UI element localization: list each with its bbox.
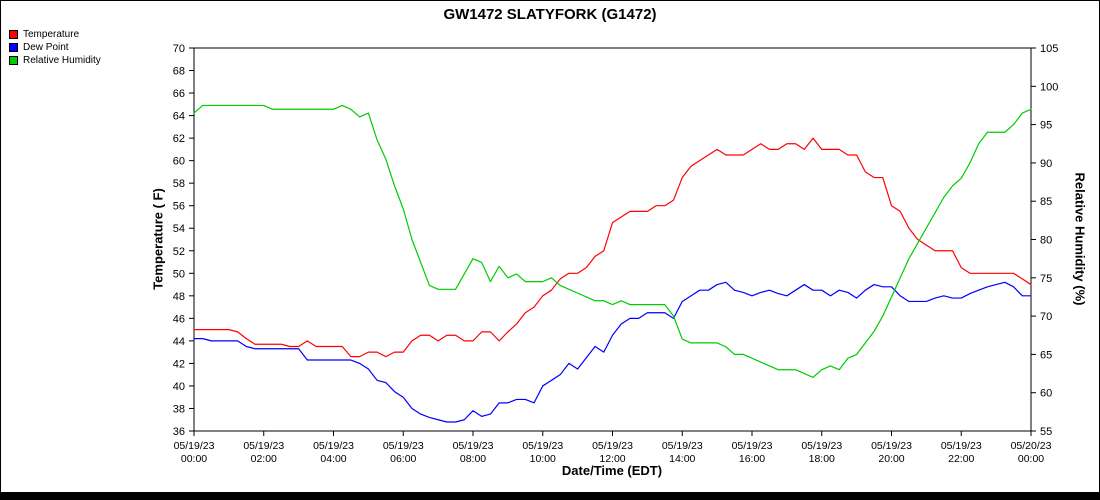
svg-text:05/19/23: 05/19/23 [801, 440, 842, 452]
svg-text:05/19/23: 05/19/23 [941, 440, 982, 452]
svg-text:70: 70 [173, 43, 185, 55]
legend-label-relative-humidity: Relative Humidity [23, 55, 101, 66]
svg-text:54: 54 [173, 223, 185, 235]
svg-text:05/20/23: 05/20/23 [1011, 440, 1052, 452]
svg-text:80: 80 [1040, 235, 1052, 247]
svg-text:05/19/23: 05/19/23 [732, 440, 773, 452]
x-axis-label: Date/Time (EDT) [561, 463, 663, 478]
legend-swatch-temperature [9, 30, 18, 39]
chart-title: GW1472 SLATYFORK (G1472) [443, 6, 657, 23]
svg-text:60: 60 [173, 156, 185, 168]
legend-item-dew-point: Dew Point [9, 41, 101, 54]
legend-label-dew-point: Dew Point [23, 42, 69, 53]
svg-text:85: 85 [1040, 196, 1052, 208]
svg-text:52: 52 [173, 246, 185, 258]
svg-text:68: 68 [173, 66, 185, 78]
svg-text:64: 64 [173, 111, 185, 123]
svg-text:38: 38 [173, 403, 185, 415]
svg-text:05/19/23: 05/19/23 [453, 440, 494, 452]
svg-text:00:00: 00:00 [181, 453, 207, 465]
legend-item-relative-humidity: Relative Humidity [9, 54, 101, 67]
svg-text:05/19/23: 05/19/23 [592, 440, 633, 452]
svg-text:40: 40 [173, 381, 185, 393]
svg-text:50: 50 [173, 268, 185, 280]
svg-text:44: 44 [173, 336, 185, 348]
svg-text:00:00: 00:00 [1018, 453, 1044, 465]
svg-text:12:00: 12:00 [599, 453, 625, 465]
svg-text:05/19/23: 05/19/23 [174, 440, 215, 452]
svg-text:48: 48 [173, 291, 185, 303]
svg-text:105: 105 [1040, 43, 1058, 55]
svg-text:46: 46 [173, 313, 185, 325]
svg-text:10:00: 10:00 [530, 453, 556, 465]
bottom-bar [1, 492, 1099, 499]
legend-item-temperature: Temperature [9, 28, 101, 41]
svg-text:42: 42 [173, 358, 185, 370]
svg-text:60: 60 [1040, 388, 1052, 400]
legend-label-temperature: Temperature [23, 29, 80, 40]
svg-text:08:00: 08:00 [460, 453, 486, 465]
svg-text:70: 70 [1040, 311, 1052, 323]
svg-text:22:00: 22:00 [948, 453, 974, 465]
svg-text:05/19/23: 05/19/23 [313, 440, 354, 452]
svg-text:05/19/23: 05/19/23 [243, 440, 284, 452]
svg-text:05/19/23: 05/19/23 [871, 440, 912, 452]
svg-text:66: 66 [173, 88, 185, 100]
svg-text:55: 55 [1040, 426, 1052, 438]
svg-text:95: 95 [1040, 120, 1052, 132]
svg-text:14:00: 14:00 [669, 453, 695, 465]
svg-text:20:00: 20:00 [878, 453, 904, 465]
svg-text:65: 65 [1040, 349, 1052, 361]
svg-text:62: 62 [173, 133, 185, 145]
svg-text:56: 56 [173, 201, 185, 213]
svg-text:06:00: 06:00 [390, 453, 416, 465]
svg-text:90: 90 [1040, 158, 1052, 170]
svg-text:05/19/23: 05/19/23 [522, 440, 563, 452]
svg-text:16:00: 16:00 [739, 453, 765, 465]
svg-text:04:00: 04:00 [320, 453, 346, 465]
legend: Temperature Dew Point Relative Humidity [9, 28, 101, 67]
svg-text:58: 58 [173, 178, 185, 190]
svg-text:36: 36 [173, 426, 185, 438]
svg-text:100: 100 [1040, 81, 1058, 93]
svg-text:75: 75 [1040, 273, 1052, 285]
legend-swatch-dew-point [9, 43, 18, 52]
svg-text:05/19/23: 05/19/23 [662, 440, 703, 452]
legend-swatch-relative-humidity [9, 56, 18, 65]
svg-text:18:00: 18:00 [809, 453, 835, 465]
svg-text:05/19/23: 05/19/23 [383, 440, 424, 452]
svg-text:02:00: 02:00 [251, 453, 277, 465]
